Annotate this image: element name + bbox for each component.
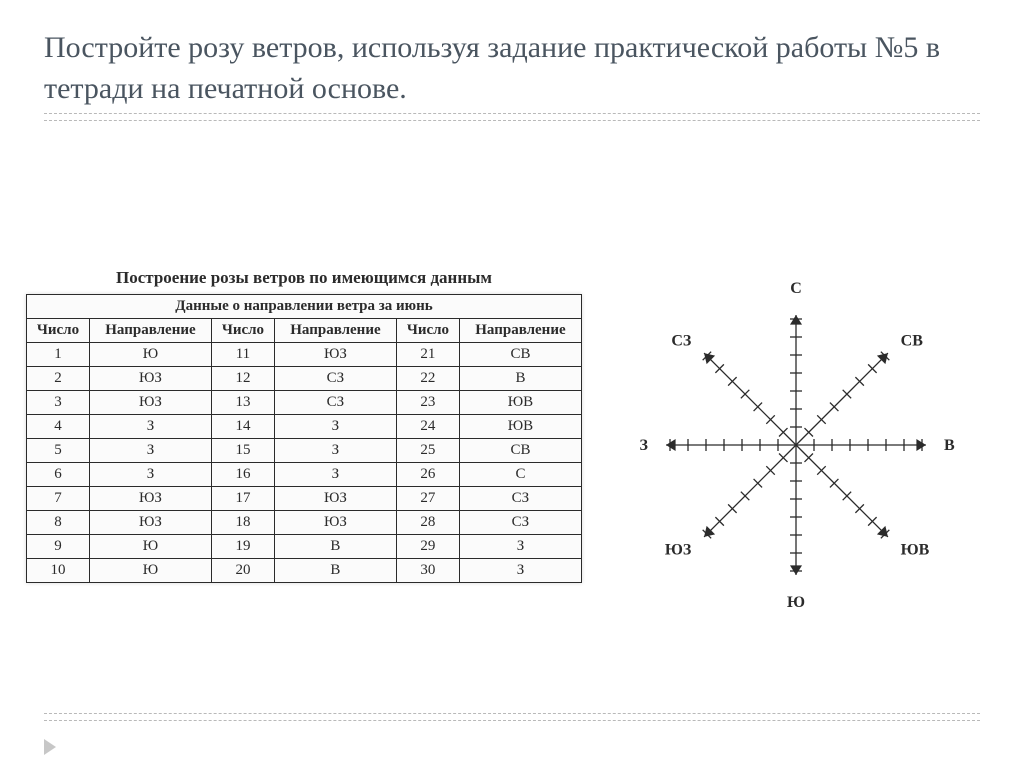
table-row: 3ЮЗ13СЗ23ЮВ [27, 391, 582, 415]
table-cell: З [89, 415, 211, 439]
table-cell: ЮЗ [89, 511, 211, 535]
wind-data-table: Данные о направлении ветра за июнь Число… [26, 294, 582, 583]
wind-rose-diagram: С СВ В ЮВ Ю ЮЗ З СЗ [606, 270, 986, 610]
rose-label: З [640, 437, 649, 454]
table-cell: Ю [89, 559, 211, 583]
table-cell: ЮЗ [274, 487, 396, 511]
table-cell: В [274, 535, 396, 559]
table-cell: З [459, 535, 581, 559]
table-cell: 5 [27, 439, 90, 463]
table-row: 9Ю19В29З [27, 535, 582, 559]
wind-table-block: Построение розы ветров по имеющимся данн… [26, 268, 582, 583]
table-row: 6З16З26С [27, 463, 582, 487]
table-cell: 23 [396, 391, 459, 415]
table-cell: 1 [27, 343, 90, 367]
page-title: Постройте розу ветров, используя задание… [44, 28, 980, 109]
table-cell: ЮЗ [274, 343, 396, 367]
rose-label: СЗ [671, 332, 692, 349]
divider [44, 720, 980, 721]
table-cell: 24 [396, 415, 459, 439]
rose-label: В [944, 437, 955, 454]
table-row: 2ЮЗ12СЗ22В [27, 367, 582, 391]
col-number: Число [211, 319, 274, 343]
table-caption: Построение розы ветров по имеющимся данн… [26, 268, 582, 288]
table-row: 7ЮЗ17ЮЗ27СЗ [27, 487, 582, 511]
col-direction: Направление [89, 319, 211, 343]
table-row: 5З15З25СВ [27, 439, 582, 463]
rose-label: Ю [787, 594, 805, 610]
table-row: 10Ю20В30З [27, 559, 582, 583]
table-cell: 27 [396, 487, 459, 511]
table-header-row: Число Направление Число Направление Числ… [27, 319, 582, 343]
table-cell: 25 [396, 439, 459, 463]
table-cell: Ю [89, 343, 211, 367]
table-cell: В [274, 559, 396, 583]
table-cell: СЗ [459, 511, 581, 535]
table-cell: 10 [27, 559, 90, 583]
table-cell: З [89, 463, 211, 487]
table-cell: ЮВ [459, 415, 581, 439]
table-cell: З [459, 559, 581, 583]
table-cell: 20 [211, 559, 274, 583]
table-cell: 3 [27, 391, 90, 415]
table-cell: 16 [211, 463, 274, 487]
table-cell: ЮЗ [89, 487, 211, 511]
table-cell: ЮЗ [274, 511, 396, 535]
divider [44, 120, 980, 121]
table-cell: 4 [27, 415, 90, 439]
table-cell: 13 [211, 391, 274, 415]
table-cell: СЗ [274, 367, 396, 391]
rose-label: СВ [901, 332, 924, 349]
table-cell: СЗ [274, 391, 396, 415]
col-number: Число [396, 319, 459, 343]
content-row: Построение розы ветров по имеющимся данн… [26, 268, 998, 610]
table-cell: С [459, 463, 581, 487]
table-cell: СВ [459, 439, 581, 463]
table-cell: 2 [27, 367, 90, 391]
table-cell: З [89, 439, 211, 463]
table-row: 4З14З24ЮВ [27, 415, 582, 439]
table-row: 8ЮЗ18ЮЗ28СЗ [27, 511, 582, 535]
footer-rules [44, 713, 980, 727]
divider [44, 713, 980, 714]
table-cell: 19 [211, 535, 274, 559]
rose-label: ЮВ [901, 542, 930, 559]
table-super-header: Данные о направлении ветра за июнь [27, 295, 582, 319]
table-cell: 29 [396, 535, 459, 559]
col-direction: Направление [459, 319, 581, 343]
table-cell: 11 [211, 343, 274, 367]
table-cell: ЮЗ [89, 367, 211, 391]
table-cell: СЗ [459, 487, 581, 511]
table-cell: 15 [211, 439, 274, 463]
table-cell: 12 [211, 367, 274, 391]
rose-label: С [790, 280, 802, 297]
table-cell: З [274, 439, 396, 463]
table-cell: ЮЗ [89, 391, 211, 415]
table-cell: 6 [27, 463, 90, 487]
table-cell: 14 [211, 415, 274, 439]
table-cell: 9 [27, 535, 90, 559]
table-cell: Ю [89, 535, 211, 559]
table-cell: В [459, 367, 581, 391]
table-cell: 18 [211, 511, 274, 535]
col-number: Число [27, 319, 90, 343]
table-cell: З [274, 415, 396, 439]
col-direction: Направление [274, 319, 396, 343]
divider [44, 113, 980, 114]
table-cell: 17 [211, 487, 274, 511]
table-cell: 28 [396, 511, 459, 535]
table-cell: 22 [396, 367, 459, 391]
table-cell: СВ [459, 343, 581, 367]
table-cell: 21 [396, 343, 459, 367]
table-cell: ЮВ [459, 391, 581, 415]
table-row: 1Ю11ЮЗ21СВ [27, 343, 582, 367]
table-cell: 26 [396, 463, 459, 487]
table-cell: 8 [27, 511, 90, 535]
table-cell: З [274, 463, 396, 487]
bullet-icon [44, 739, 56, 755]
wind-rose-wrap: С СВ В ЮВ Ю ЮЗ З СЗ [594, 268, 998, 610]
table-cell: 30 [396, 559, 459, 583]
rose-label: ЮЗ [665, 542, 692, 559]
table-cell: 7 [27, 487, 90, 511]
